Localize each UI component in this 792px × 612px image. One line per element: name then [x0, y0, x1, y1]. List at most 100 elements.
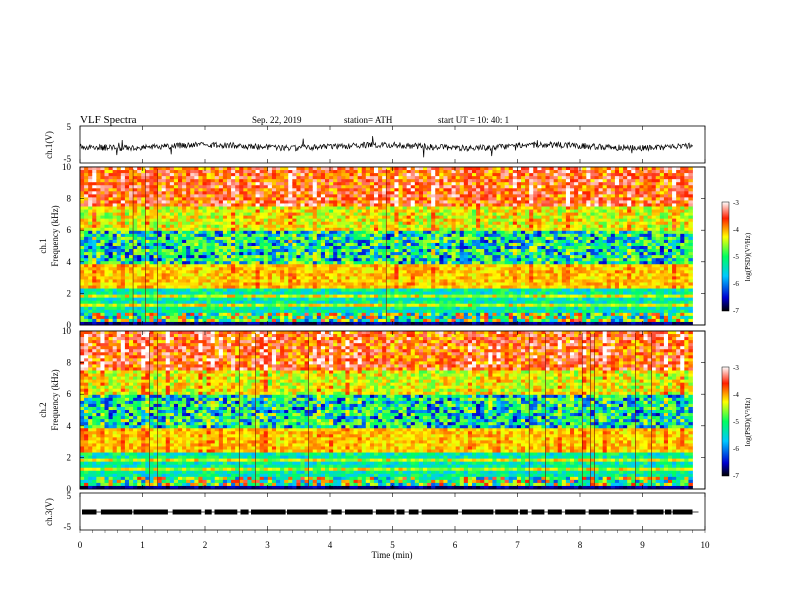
- spectrogram-cell: [407, 185, 411, 188]
- spectrogram-cell: [276, 246, 280, 249]
- spectrogram-cell: [178, 188, 182, 191]
- spectrogram-cell: [227, 197, 231, 200]
- spectrogram-cell: [464, 255, 468, 258]
- spectrogram-cell: [284, 197, 288, 200]
- spectrogram-cell: [178, 258, 182, 261]
- spectrogram-cell: [439, 313, 443, 316]
- spectrogram-cell: [260, 286, 264, 289]
- spectrogram-cell: [239, 219, 243, 222]
- spectrogram-cell: [113, 273, 117, 276]
- spectrogram-cell: [374, 313, 378, 316]
- spectrogram-cell: [182, 219, 186, 222]
- spectrogram-cell: [407, 216, 411, 219]
- spectrogram-cell: [460, 222, 464, 225]
- spectrogram-cell: [96, 222, 100, 225]
- spectrogram-cell: [284, 167, 288, 170]
- spectrogram-cell: [333, 237, 337, 240]
- spectrogram-cell: [288, 264, 292, 267]
- spectrogram-cell: [96, 249, 100, 252]
- spectrogram-cell: [448, 240, 452, 243]
- spectrogram-cell: [296, 298, 300, 301]
- spectrogram-cell: [211, 310, 215, 313]
- spectrogram-cell: [419, 231, 423, 234]
- spectrogram-cell: [374, 255, 378, 258]
- spectrogram-cell: [272, 176, 276, 179]
- spectrogram-cell: [113, 258, 117, 261]
- spectrogram-cell: [178, 173, 182, 176]
- spectrogram-cell: [443, 194, 447, 197]
- spectrogram-cell: [452, 182, 456, 185]
- spectrogram-cell: [174, 173, 178, 176]
- spectrogram-cell: [272, 222, 276, 225]
- spectrogram-cell: [370, 252, 374, 255]
- spectrogram-cell: [166, 243, 170, 246]
- spectrogram-cell: [288, 213, 292, 216]
- spectrogram-cell: [231, 261, 235, 264]
- spectrogram-cell: [92, 298, 96, 301]
- spectrogram-cell: [407, 273, 411, 276]
- spectrogram-cell: [149, 222, 153, 225]
- spectrogram-cell: [419, 270, 423, 273]
- spectrogram-cell: [309, 286, 313, 289]
- spectrogram-cell: [190, 185, 194, 188]
- spectrogram-cell: [427, 213, 431, 216]
- spectrogram-cell: [203, 255, 207, 258]
- spectrogram-cell: [301, 191, 305, 194]
- spectrogram-cell: [247, 307, 251, 310]
- spectrogram-cell: [460, 191, 464, 194]
- spectrogram-cell: [284, 170, 288, 173]
- spectrogram-cell: [464, 304, 468, 307]
- spectrogram-cell: [366, 273, 370, 276]
- spectrogram-cell: [145, 179, 149, 182]
- spectrogram-cell: [362, 167, 366, 170]
- spectrogram-cell: [321, 292, 325, 295]
- spectrogram-cell: [325, 276, 329, 279]
- spectrogram-cell: [235, 319, 239, 322]
- spectrogram-cell: [235, 286, 239, 289]
- spectrogram-cell: [272, 295, 276, 298]
- spectrogram-cell: [443, 289, 447, 292]
- spectrogram-cell: [272, 170, 276, 173]
- spectrogram-cell: [280, 170, 284, 173]
- spectrogram-cell: [88, 237, 92, 240]
- spectrogram-cell: [386, 225, 390, 228]
- spectrogram-cell: [394, 176, 398, 179]
- spectrogram-cell: [117, 255, 121, 258]
- spectrogram-cell: [125, 307, 129, 310]
- spectrogram-cell: [219, 200, 223, 203]
- spectrogram-cell: [345, 301, 349, 304]
- spectrogram-cell: [399, 197, 403, 200]
- spectrogram-cell: [276, 304, 280, 307]
- spectrogram-cell: [390, 264, 394, 267]
- spectrogram-cell: [366, 213, 370, 216]
- spectrogram-cell: [239, 270, 243, 273]
- spectrogram-cell: [252, 258, 256, 261]
- spectrogram-cell: [158, 258, 162, 261]
- spectrogram-cell: [125, 273, 129, 276]
- spectrogram-cell: [133, 246, 137, 249]
- spectrogram-cell: [464, 298, 468, 301]
- spectrogram-cell: [411, 261, 415, 264]
- spectrogram-cell: [443, 225, 447, 228]
- spectrogram-cell: [403, 197, 407, 200]
- spectrogram-cell: [211, 246, 215, 249]
- spectrogram-cell: [158, 237, 162, 240]
- spectrogram-cell: [411, 237, 415, 240]
- spectrogram-cell: [100, 255, 104, 258]
- spectrogram-cell: [162, 252, 166, 255]
- spectrogram-cell: [423, 307, 427, 310]
- spectrogram-cell: [211, 273, 215, 276]
- spectrogram-cell: [288, 182, 292, 185]
- spectrogram-cell: [125, 264, 129, 267]
- spectrogram-cell: [158, 243, 162, 246]
- spectrogram-cell: [125, 282, 129, 285]
- spectrogram-cell: [211, 197, 215, 200]
- spectrogram-cell: [182, 240, 186, 243]
- spectrogram-cell: [333, 310, 337, 313]
- spectrogram-cell: [435, 292, 439, 295]
- spectrogram-cell: [166, 237, 170, 240]
- spectrogram-cell: [100, 188, 104, 191]
- spectrogram-cell: [423, 249, 427, 252]
- spectrogram-cell: [133, 173, 137, 176]
- spectrogram-cell: [227, 252, 231, 255]
